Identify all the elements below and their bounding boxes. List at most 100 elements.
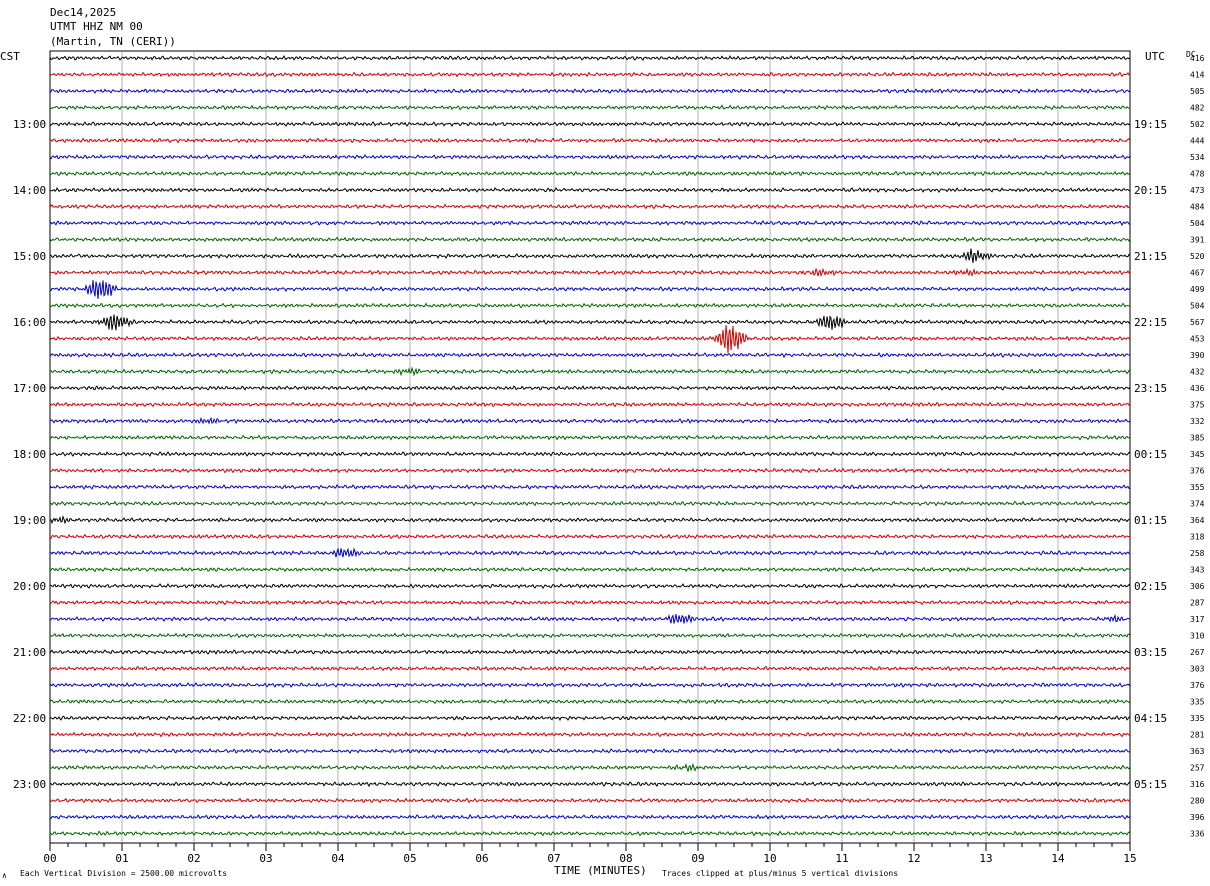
trace-row-37 [49,665,1131,672]
dc-offset-label: 504 [1190,219,1205,228]
x-tick-label: 04 [331,852,345,865]
utc-time-label: 01:15 [1134,514,1167,527]
trace-row-31 [49,566,1131,573]
x-tick-label: 02 [187,852,200,865]
cst-time-label: 18:00 [13,448,46,461]
cst-time-label: 14:00 [13,184,46,197]
dc-offset-label: 505 [1190,87,1205,96]
header-date: Dec14,2025 [50,6,116,19]
dc-offset-label: 280 [1190,797,1205,806]
dc-offset-label: 374 [1190,500,1205,509]
cst-time-label: 22:00 [13,712,46,725]
dc-offset-label: 336 [1190,830,1205,839]
x-tick-label: 15 [1123,852,1136,865]
dc-offset-label: 432 [1190,368,1205,377]
clip-note: Traces clipped at plus/minus 5 vertical … [662,869,898,878]
dc-offset-label: 376 [1190,467,1205,476]
trace-row-15 [49,302,1131,309]
x-tick-label: 00 [43,852,56,865]
dc-offset-label: 310 [1190,632,1205,641]
trace-row-21 [49,401,1131,408]
trace-row-13 [49,267,1131,278]
dc-offset-label: 482 [1190,104,1205,113]
x-tick-label: 01 [115,852,128,865]
utc-time-label: 20:15 [1134,184,1167,197]
trace-row-16 [49,314,1131,331]
trace-row-44 [49,781,1131,788]
dc-offset-label: 478 [1190,170,1205,179]
dc-offset-label: 376 [1190,681,1205,690]
cst-time-label: 15:00 [13,250,46,263]
utc-time-label: 21:15 [1134,250,1167,263]
dc-offset-label: 396 [1190,813,1205,822]
x-tick-label: 13 [979,852,992,865]
trace-row-39 [49,698,1131,705]
trace-row-26 [49,483,1131,490]
corner-mark: ∧ [2,871,7,880]
dc-offset-label: 391 [1190,236,1205,245]
cst-time-label: 20:00 [13,580,46,593]
trace-row-0 [49,55,1131,61]
trace-row-9 [49,203,1131,210]
dc-header-label: DC [1186,50,1196,59]
utc-time-label: 05:15 [1134,778,1167,791]
seismic-traces [49,55,1131,837]
trace-row-25 [49,467,1131,474]
dc-offset-label: 453 [1190,335,1205,344]
dc-offset-label: 364 [1190,516,1205,525]
trace-row-45 [49,797,1131,804]
right-timezone-label: UTC [1145,50,1165,63]
trace-row-7 [49,170,1131,177]
x-tick-label: 07 [547,852,560,865]
x-tick-label: 10 [763,852,776,865]
trace-row-35 [49,632,1131,639]
trace-row-8 [49,187,1131,193]
dc-offset-label: 502 [1190,120,1205,129]
dc-offset-label: 436 [1190,384,1205,393]
left-timezone-label: CST [0,50,20,63]
trace-row-2 [49,88,1131,94]
trace-row-32 [49,583,1131,589]
cst-time-labels: 13:00 14:00 15:00 16:00 17:00 18:00 19:00 20:00… [13,118,46,791]
utc-time-label: 04:15 [1134,712,1167,725]
header-station: UTMT HHZ NM 00 [50,20,143,33]
trace-row-43 [49,762,1131,772]
trace-row-27 [49,500,1131,507]
dc-offset-label: 499 [1190,285,1205,294]
scale-note: Each Vertical Division = 2500.00 microvo… [20,869,227,878]
x-tick-label: 11 [835,852,848,865]
trace-row-36 [49,649,1131,655]
x-tick-label: 03 [259,852,272,865]
utc-time-label: 00:15 [1134,448,1167,461]
trace-row-10 [49,220,1131,227]
utc-time-label: 19:15 [1134,118,1167,131]
trace-row-22 [49,416,1131,425]
trace-row-24 [49,451,1131,458]
trace-row-4 [49,121,1131,128]
dc-offset-label: 385 [1190,434,1205,443]
dc-offset-label: 317 [1190,615,1205,624]
dc-offset-label: 363 [1190,747,1205,756]
x-axis-title: TIME (MINUTES) [554,864,647,877]
dc-offset-label: 467 [1190,269,1205,278]
dc-offset-labels: 416 414 505 482 502 444 534 478 473 484 504 391 520 4… [1190,54,1205,839]
dc-offset-label: 345 [1190,450,1205,459]
trace-row-3 [49,104,1131,111]
trace-row-1 [49,71,1131,78]
dc-offset-label: 414 [1190,71,1205,80]
dc-offset-label: 335 [1190,714,1205,723]
x-axis-ticks: 00 01 02 03 04 05 06 07 08 09 10 11 12 13 14 15 [43,843,1137,865]
trace-row-41 [49,731,1131,738]
dc-offset-label: 281 [1190,731,1205,740]
trace-row-19 [49,366,1131,377]
dc-offset-label: 258 [1190,549,1205,558]
dc-offset-label: 343 [1190,566,1205,575]
x-tick-label: 06 [475,852,488,865]
trace-row-6 [49,153,1131,160]
trace-row-14 [49,280,1131,300]
trace-row-40 [49,714,1131,722]
trace-row-28 [49,515,1131,525]
utc-time-labels: 19:15 20:15 21:15 22:15 23:15 00:15 01:15 02:15… [1134,118,1167,791]
minute-gridlines [121,51,1059,843]
